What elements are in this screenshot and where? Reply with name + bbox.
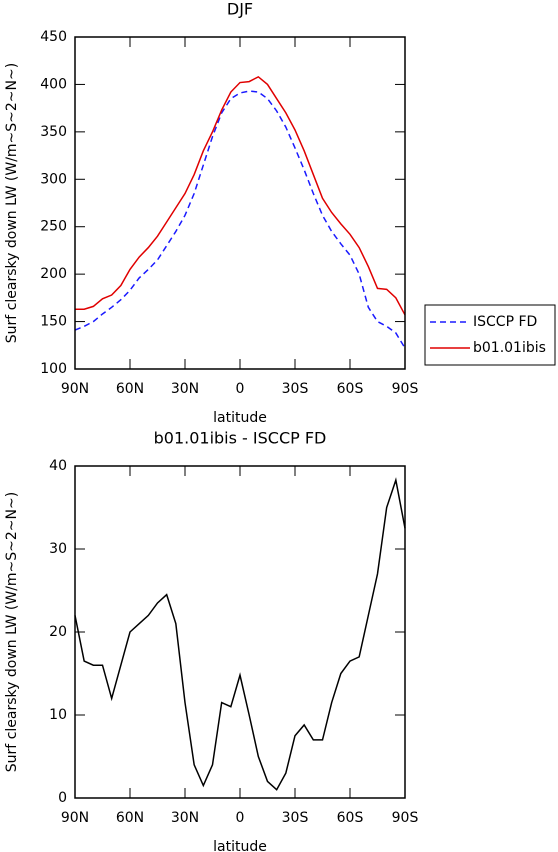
data-line <box>74 477 406 791</box>
x-tick-label: 0 <box>236 810 245 826</box>
y-axis-label: Surf clearsky down LW (W/m~S~2~N~) <box>4 63 20 343</box>
plot-frame <box>74 465 406 799</box>
y-tick-label: 0 <box>58 790 67 806</box>
y-tick-label: 100 <box>40 361 67 377</box>
x-tick-label: 30N <box>171 810 199 826</box>
y-tick-label: 450 <box>40 29 67 45</box>
x-tick-label: 60N <box>116 810 144 826</box>
chart-title: DJF <box>227 0 253 19</box>
legend-label: b01.01ibis <box>473 340 546 356</box>
y-axis-label: Surf clearsky down LW (W/m~S~2~N~) <box>4 492 20 772</box>
x-tick-label: 60S <box>337 810 364 826</box>
x-tick-label: 90N <box>61 381 89 397</box>
legend-label: ISCCP FD <box>473 314 537 330</box>
x-tick-label: 0 <box>236 381 245 397</box>
y-tick-label: 400 <box>40 76 67 92</box>
legend-box <box>424 304 556 366</box>
x-tick-label: 60S <box>337 381 364 397</box>
x-tick-label: 90S <box>392 810 419 826</box>
x-axis-label: latitude <box>213 410 267 426</box>
y-tick-label: 200 <box>40 266 67 282</box>
x-tick-label: 90S <box>392 381 419 397</box>
x-tick-label: 30S <box>282 810 309 826</box>
data-line <box>74 90 406 349</box>
y-tick-label: 300 <box>40 171 67 187</box>
y-tick-label: 40 <box>49 458 67 474</box>
y-tick-label: 20 <box>49 624 67 640</box>
y-tick-label: 250 <box>40 219 67 235</box>
x-axis-label: latitude <box>213 839 267 852</box>
plot-frame <box>74 36 406 370</box>
chart-title: b01.01ibis - ISCCP FD <box>154 429 327 448</box>
y-tick-label: 10 <box>49 707 67 723</box>
x-tick-label: 30S <box>282 381 309 397</box>
x-tick-label: 60N <box>116 381 144 397</box>
y-tick-label: 30 <box>49 541 67 557</box>
x-tick-label: 90N <box>61 810 89 826</box>
x-tick-label: 30N <box>171 381 199 397</box>
y-tick-label: 350 <box>40 124 67 140</box>
y-tick-label: 150 <box>40 314 67 330</box>
data-line <box>75 75 406 316</box>
